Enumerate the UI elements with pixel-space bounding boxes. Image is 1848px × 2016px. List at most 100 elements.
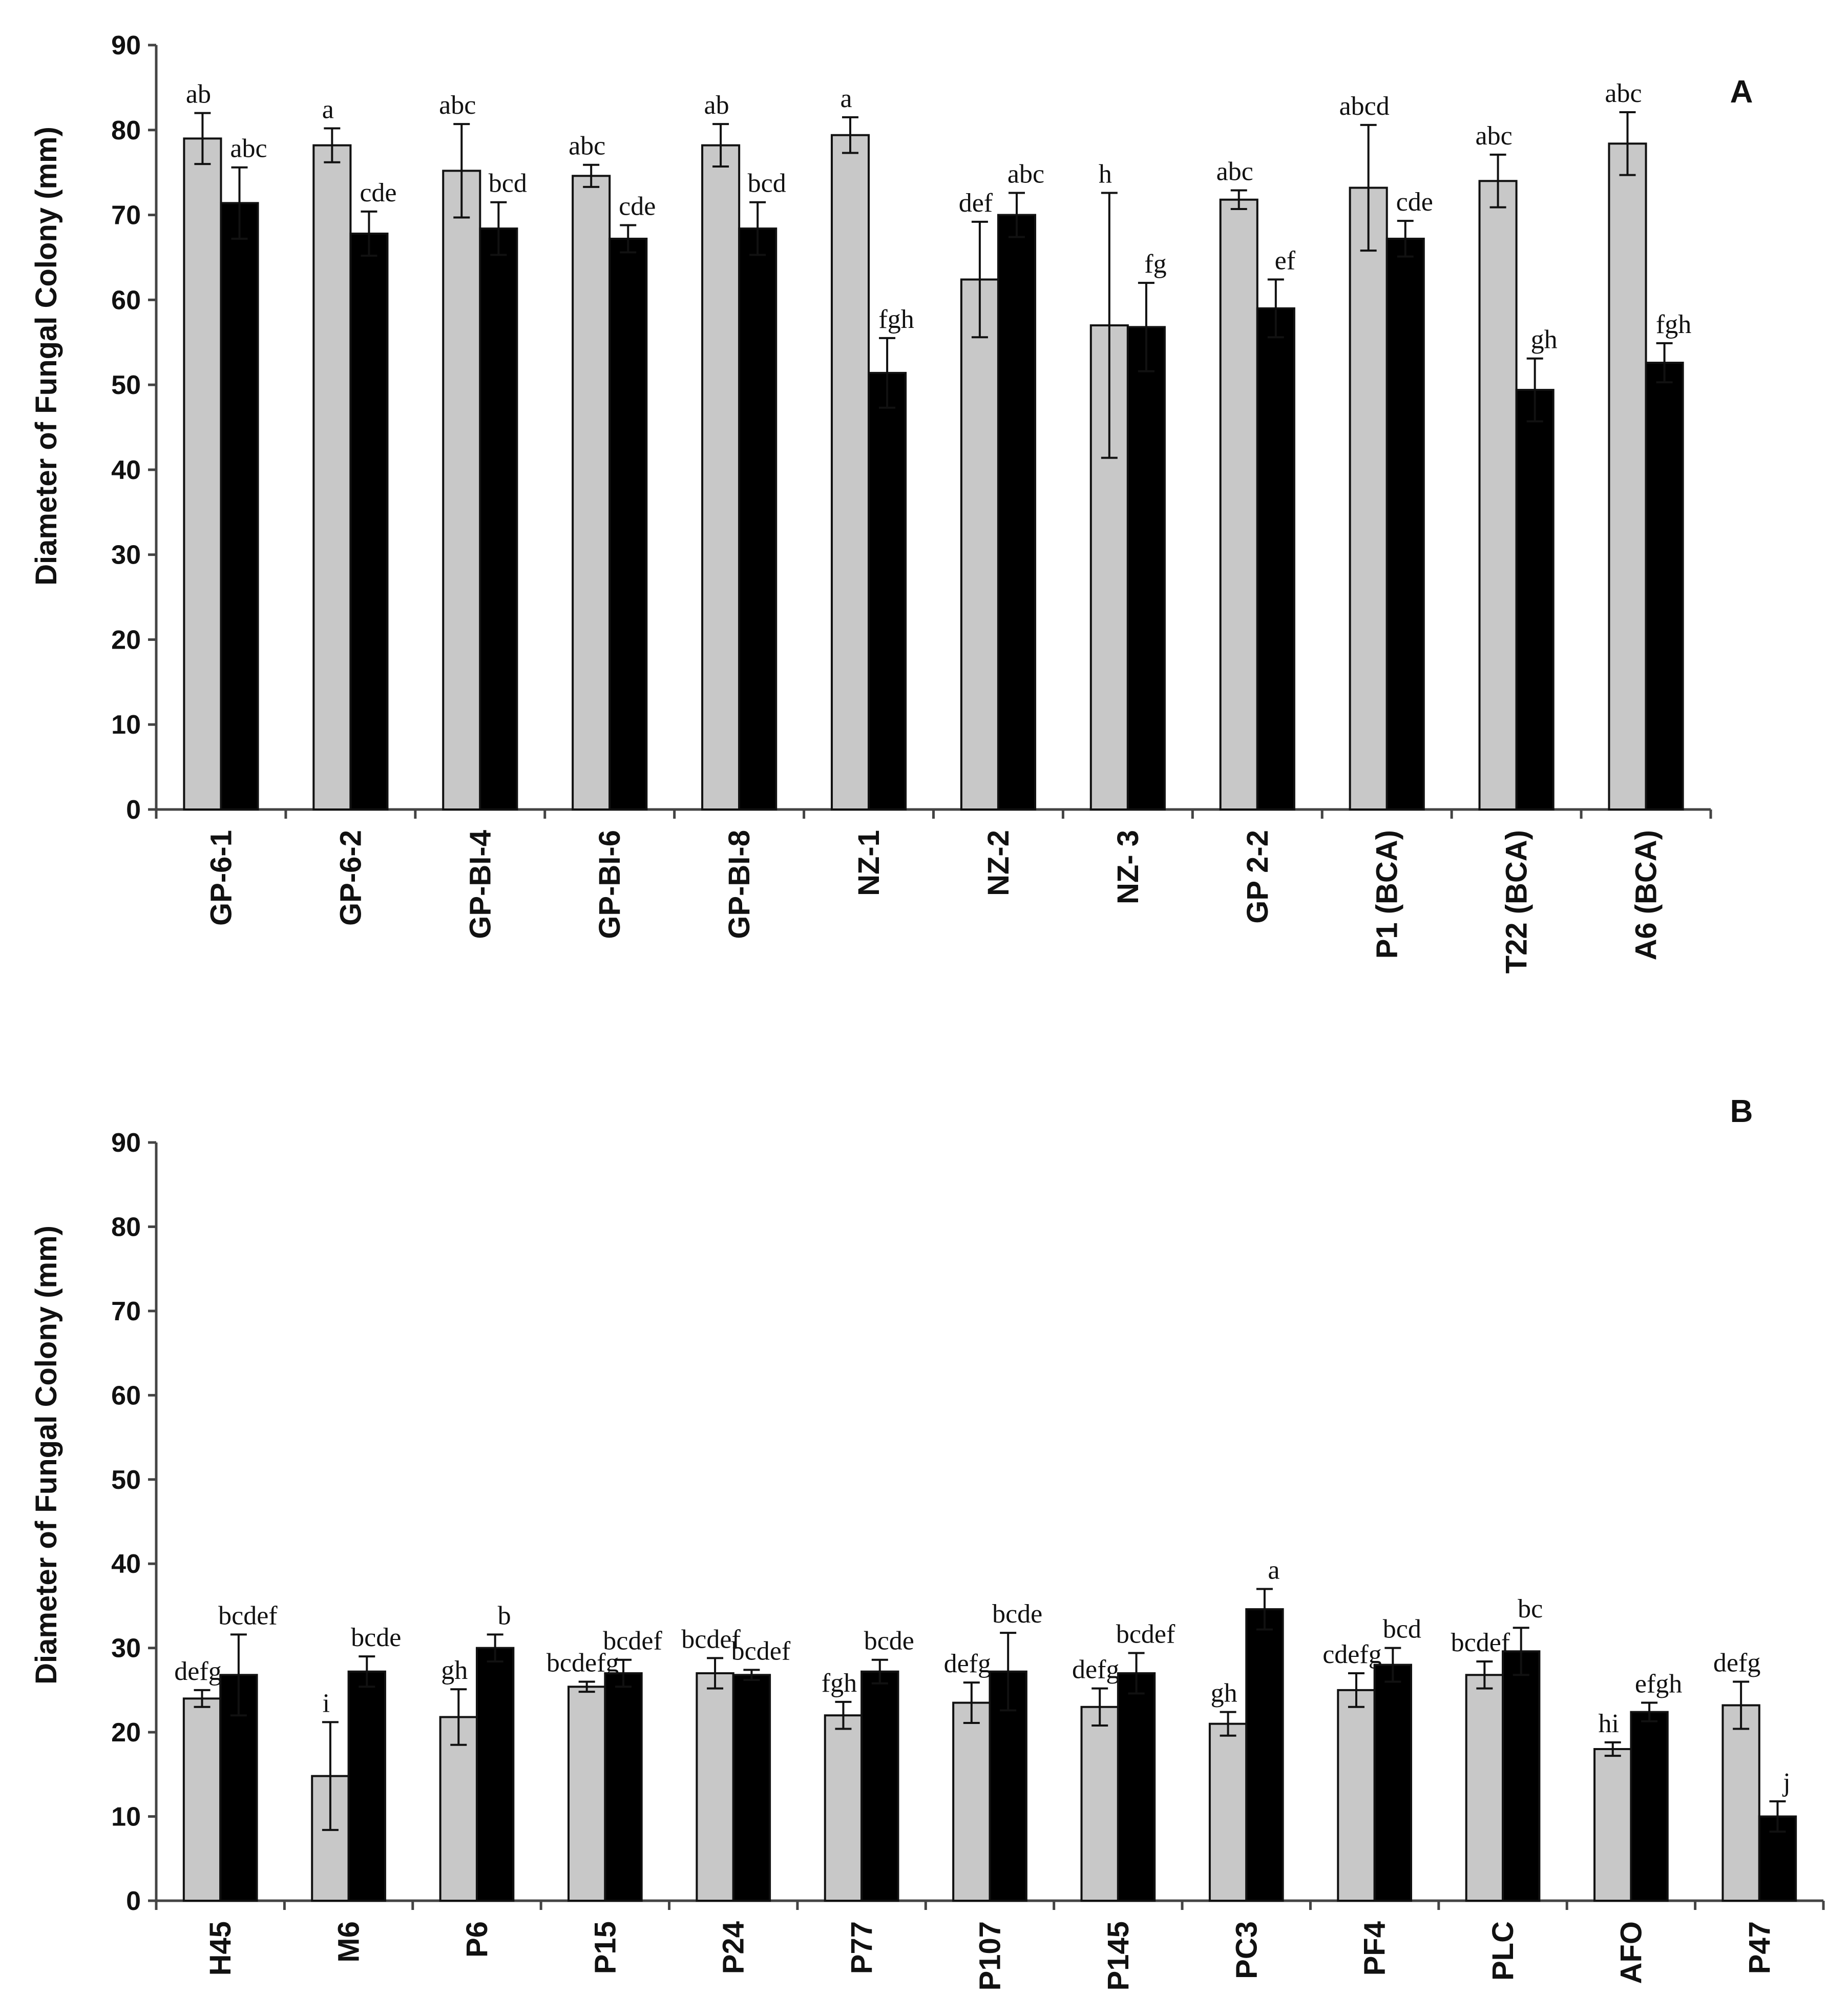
category-label: P15 <box>589 1921 622 1974</box>
significance-letter: cde <box>1396 188 1433 217</box>
category-label: T22 (BCA) <box>1500 830 1534 973</box>
category-label: P77 <box>845 1921 878 1974</box>
bar-black <box>349 233 389 811</box>
y-tick-label: 80 <box>111 116 141 146</box>
category-label: GP-6-2 <box>334 830 367 926</box>
bar-black <box>604 1672 643 1902</box>
y-tick-label: 20 <box>111 625 141 655</box>
significance-letter: fgh <box>822 1669 857 1698</box>
significance-letter: i <box>323 1689 330 1718</box>
bar-black <box>1373 1664 1413 1902</box>
y-axis-title: Diameter of Fungal Colony (mm) <box>30 127 63 586</box>
bar-black <box>1630 1711 1669 1902</box>
category-label: P6 <box>460 1921 494 1958</box>
significance-letter: bcd <box>489 169 527 198</box>
y-tick-label: 0 <box>126 795 141 825</box>
bar-black <box>608 237 648 810</box>
bar-black <box>738 227 778 811</box>
bar-grey <box>1349 186 1388 810</box>
y-tick-label: 40 <box>111 455 141 485</box>
significance-letter: ab <box>704 91 729 120</box>
category-label: P1 (BCA) <box>1371 830 1404 959</box>
bar-black <box>860 1670 899 1902</box>
significance-letter: cde <box>619 192 656 221</box>
bar-black <box>1645 362 1684 810</box>
y-tick-label: 90 <box>111 1128 141 1158</box>
category-label: GP-6-1 <box>204 830 238 926</box>
panel-label: B <box>1730 1094 1753 1129</box>
significance-letter: h <box>1099 159 1112 189</box>
significance-letter: bcd <box>748 169 786 198</box>
bar-grey <box>1219 198 1258 810</box>
category-label: GP 2-2 <box>1241 830 1274 924</box>
category-label: P107 <box>974 1921 1007 1990</box>
category-label: GP-BI-4 <box>464 830 497 939</box>
category-label: PC3 <box>1230 1921 1263 1979</box>
category-label: PLC <box>1486 1921 1520 1981</box>
category-label: NZ-2 <box>982 830 1015 896</box>
bar-grey <box>567 1686 606 1902</box>
bar-grey <box>439 1716 478 1902</box>
significance-letter: bcdef <box>1116 1620 1175 1649</box>
y-axis-title: Diameter of Fungal Colony (mm) <box>30 1225 63 1685</box>
y-tick-label: 30 <box>111 541 141 570</box>
bar-grey <box>701 144 741 810</box>
significance-letter: abc <box>1216 157 1253 186</box>
category-label: P47 <box>1743 1921 1776 1974</box>
significance-letter: j <box>1782 1768 1790 1797</box>
bar-black <box>732 1674 771 1902</box>
significance-letter: ef <box>1275 246 1296 276</box>
bar-black <box>1515 389 1555 810</box>
bar-black <box>347 1670 386 1902</box>
bar-grey <box>312 144 352 810</box>
bar-grey <box>824 1714 863 1902</box>
significance-letter: bcde <box>864 1627 914 1656</box>
category-label: NZ-1 <box>852 830 886 896</box>
significance-letter: a <box>1268 1556 1279 1585</box>
bar-black <box>220 202 259 810</box>
category-label: A6 (BCA) <box>1630 830 1663 961</box>
bar-black <box>1256 307 1295 810</box>
y-tick-label: 70 <box>111 1297 141 1326</box>
bar-black <box>1117 1672 1156 1902</box>
bar-grey <box>960 278 999 811</box>
bar-grey <box>1080 1706 1119 1902</box>
y-tick-label: 80 <box>111 1212 141 1242</box>
bar-grey <box>1608 142 1647 810</box>
significance-letter: defg <box>1072 1655 1119 1685</box>
chart-panel-b: 0 10 20 30 40 50 60 70 80 90 Diameter of Fungal Co… <box>30 1094 1825 1990</box>
significance-letter: abc <box>569 132 605 161</box>
y-tick-label: 30 <box>111 1634 141 1664</box>
category-label: M6 <box>332 1921 366 1963</box>
y-tick-label: 0 <box>126 1886 141 1916</box>
y-tick-label: 60 <box>111 1381 141 1410</box>
significance-letter: abc <box>439 91 476 120</box>
significance-letter: b <box>498 1601 511 1630</box>
significance-letter: def <box>959 189 993 218</box>
bar-grey <box>311 1775 350 1902</box>
bar-black <box>1126 326 1166 810</box>
significance-letter: bc <box>1518 1594 1543 1624</box>
bar-grey <box>952 1701 991 1902</box>
bar-black <box>479 227 518 811</box>
category-label: GP-BI-6 <box>593 830 626 939</box>
bar-grey <box>572 175 611 811</box>
bar-grey <box>696 1672 734 1902</box>
significance-letter: abcd <box>1339 92 1390 121</box>
panel-label: A <box>1730 74 1753 110</box>
category-label: P24 <box>717 1921 750 1974</box>
significance-letter: bcdef <box>681 1625 741 1654</box>
significance-letter: abc <box>1605 79 1642 108</box>
category-label: P145 <box>1102 1921 1135 1990</box>
significance-letter: gh <box>1211 1679 1237 1708</box>
y-tick-label: 10 <box>111 1802 141 1832</box>
y-tick-label: 60 <box>111 285 141 315</box>
significance-letter: abc <box>1475 121 1512 151</box>
bar-grey <box>1337 1689 1376 1902</box>
significance-letter: fgh <box>878 305 914 334</box>
significance-letter: fgh <box>1656 310 1691 339</box>
bar-black <box>1385 237 1425 810</box>
bar-black <box>868 371 907 810</box>
significance-letter: abc <box>1007 159 1044 189</box>
